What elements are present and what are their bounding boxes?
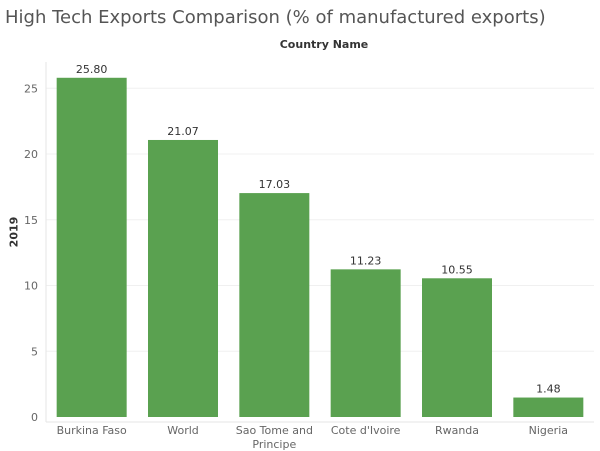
chart-title: High Tech Exports Comparison (% of manuf… [5,7,546,28]
x-tick-label: Rwanda [435,424,479,437]
bar [422,278,492,417]
column-header: Country Name [279,38,369,51]
x-tick-label: Cote d'Ivoire [331,424,401,437]
y-tick-label: 20 [24,148,38,161]
bar-value-label: 17.03 [259,178,291,191]
bar [513,397,584,417]
bar [330,269,401,417]
bar [239,193,310,417]
y-tick-label: 15 [24,214,38,227]
x-tick-label: Sao Tome and [236,424,313,437]
bar-value-label: 1.48 [536,383,561,396]
y-tick-label: 10 [24,280,38,293]
bar [148,139,218,418]
x-tick-label: Burkina Faso [57,424,127,437]
y-tick-label: 25 [24,82,38,95]
y-tick-label: 5 [31,345,38,358]
bar-value-label: 11.23 [350,254,382,267]
x-tick-label: Principe [252,438,296,451]
x-tick-label: Nigeria [529,424,568,437]
y-tick-label: 0 [31,411,38,424]
bar-value-label: 10.55 [441,263,473,276]
x-tick-label: World [167,424,199,437]
bar-value-label: 21.07 [167,125,199,138]
bar-value-label: 25.80 [76,63,108,76]
bar [56,77,127,418]
